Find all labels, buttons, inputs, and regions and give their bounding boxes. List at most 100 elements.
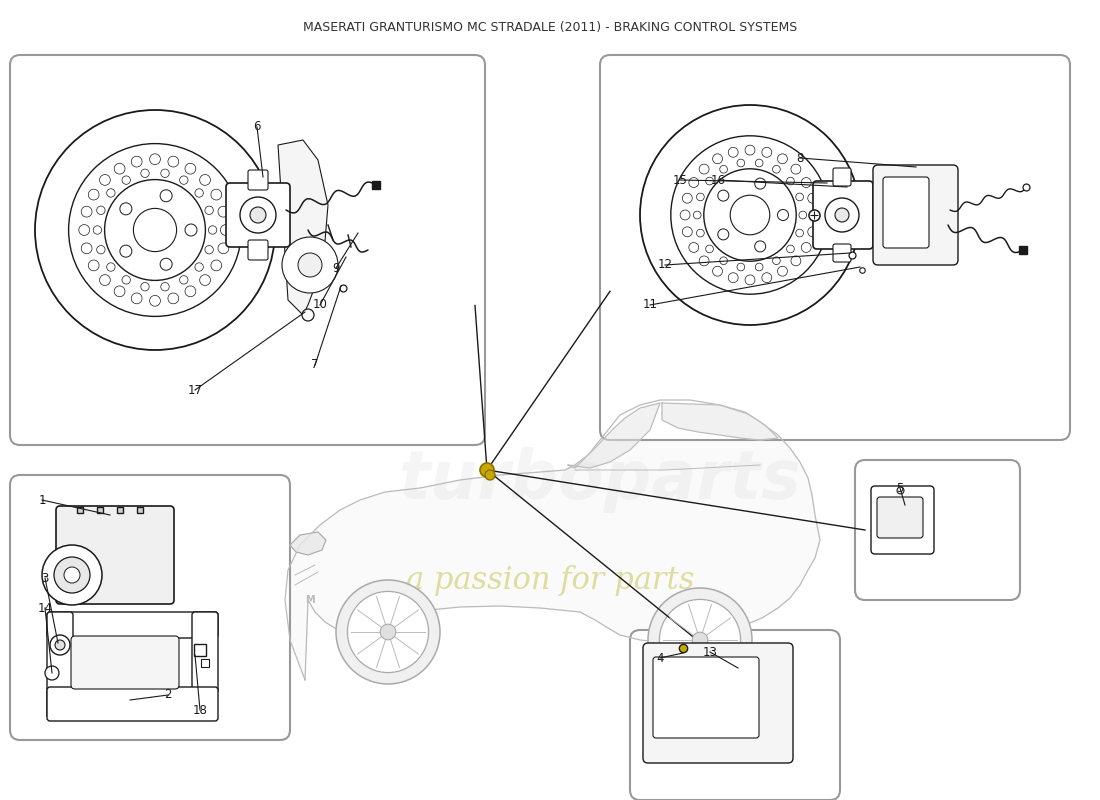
Circle shape bbox=[141, 282, 150, 291]
Circle shape bbox=[220, 225, 231, 235]
Circle shape bbox=[99, 174, 110, 186]
Circle shape bbox=[133, 208, 177, 251]
Circle shape bbox=[689, 178, 698, 187]
Circle shape bbox=[693, 211, 701, 219]
Circle shape bbox=[218, 206, 229, 217]
Polygon shape bbox=[285, 400, 820, 680]
Text: 13: 13 bbox=[703, 646, 717, 658]
FancyBboxPatch shape bbox=[873, 165, 958, 265]
Circle shape bbox=[97, 246, 106, 254]
Circle shape bbox=[114, 163, 125, 174]
Circle shape bbox=[302, 309, 313, 321]
Circle shape bbox=[799, 211, 806, 219]
Text: 1: 1 bbox=[39, 494, 46, 506]
Text: 11: 11 bbox=[642, 298, 658, 311]
Circle shape bbox=[81, 206, 92, 217]
Text: 16: 16 bbox=[711, 174, 726, 186]
Circle shape bbox=[120, 245, 132, 257]
Text: 5: 5 bbox=[896, 482, 904, 494]
Circle shape bbox=[211, 260, 222, 270]
Circle shape bbox=[88, 260, 99, 270]
Circle shape bbox=[648, 588, 752, 692]
FancyBboxPatch shape bbox=[813, 181, 873, 249]
Circle shape bbox=[185, 286, 196, 297]
Circle shape bbox=[205, 206, 213, 214]
Circle shape bbox=[704, 169, 796, 261]
Polygon shape bbox=[278, 140, 328, 315]
Circle shape bbox=[94, 226, 101, 234]
Circle shape bbox=[810, 210, 820, 220]
Circle shape bbox=[700, 256, 710, 266]
Circle shape bbox=[728, 273, 738, 282]
Text: 18: 18 bbox=[192, 703, 208, 717]
FancyBboxPatch shape bbox=[600, 55, 1070, 440]
Text: 6: 6 bbox=[253, 121, 261, 134]
Circle shape bbox=[786, 245, 794, 253]
Circle shape bbox=[64, 567, 80, 583]
Polygon shape bbox=[290, 532, 326, 555]
Circle shape bbox=[762, 147, 772, 158]
Circle shape bbox=[719, 166, 727, 173]
Circle shape bbox=[161, 282, 169, 291]
Circle shape bbox=[185, 163, 196, 174]
FancyBboxPatch shape bbox=[10, 55, 485, 445]
Circle shape bbox=[756, 263, 763, 271]
Text: M: M bbox=[305, 595, 315, 605]
FancyBboxPatch shape bbox=[192, 612, 218, 693]
Circle shape bbox=[756, 159, 763, 167]
Circle shape bbox=[730, 195, 770, 235]
Circle shape bbox=[42, 545, 102, 605]
FancyBboxPatch shape bbox=[855, 460, 1020, 600]
FancyBboxPatch shape bbox=[10, 475, 290, 740]
Text: MASERATI GRANTURISMO MC STRADALE (2011) - BRAKING CONTROL SYSTEMS: MASERATI GRANTURISMO MC STRADALE (2011) … bbox=[302, 22, 798, 34]
Circle shape bbox=[336, 580, 440, 684]
FancyBboxPatch shape bbox=[56, 506, 174, 604]
Circle shape bbox=[114, 286, 125, 297]
Text: a passion for parts: a passion for parts bbox=[406, 565, 694, 595]
Circle shape bbox=[150, 154, 161, 165]
Circle shape bbox=[179, 276, 188, 284]
Text: 9: 9 bbox=[332, 262, 340, 274]
Text: 15: 15 bbox=[672, 174, 688, 186]
FancyBboxPatch shape bbox=[72, 636, 179, 689]
Circle shape bbox=[786, 178, 794, 185]
Circle shape bbox=[348, 591, 429, 673]
Circle shape bbox=[211, 189, 222, 200]
Circle shape bbox=[791, 164, 801, 174]
Circle shape bbox=[762, 273, 772, 282]
Circle shape bbox=[713, 154, 723, 164]
Circle shape bbox=[35, 110, 275, 350]
Circle shape bbox=[659, 599, 740, 681]
Circle shape bbox=[719, 257, 727, 265]
Circle shape bbox=[700, 164, 710, 174]
Text: 8: 8 bbox=[796, 151, 804, 165]
Circle shape bbox=[161, 190, 172, 202]
Circle shape bbox=[282, 237, 338, 293]
Circle shape bbox=[298, 253, 322, 277]
Circle shape bbox=[54, 557, 90, 593]
Circle shape bbox=[141, 169, 150, 178]
Circle shape bbox=[88, 190, 99, 200]
Circle shape bbox=[640, 105, 860, 325]
Circle shape bbox=[81, 243, 92, 254]
Circle shape bbox=[706, 245, 714, 253]
Circle shape bbox=[795, 230, 803, 237]
FancyBboxPatch shape bbox=[653, 657, 759, 738]
Circle shape bbox=[79, 225, 89, 235]
Circle shape bbox=[200, 174, 210, 186]
Circle shape bbox=[99, 274, 110, 286]
Circle shape bbox=[807, 194, 817, 203]
Circle shape bbox=[150, 295, 161, 306]
Circle shape bbox=[835, 208, 849, 222]
Circle shape bbox=[480, 463, 494, 477]
Circle shape bbox=[671, 136, 829, 294]
Circle shape bbox=[791, 256, 801, 266]
FancyBboxPatch shape bbox=[226, 183, 290, 247]
FancyBboxPatch shape bbox=[47, 612, 218, 638]
Circle shape bbox=[107, 263, 116, 271]
Text: 14: 14 bbox=[37, 602, 53, 614]
FancyBboxPatch shape bbox=[833, 244, 851, 262]
FancyBboxPatch shape bbox=[47, 687, 218, 721]
Circle shape bbox=[696, 193, 704, 201]
Text: 2: 2 bbox=[164, 689, 172, 702]
